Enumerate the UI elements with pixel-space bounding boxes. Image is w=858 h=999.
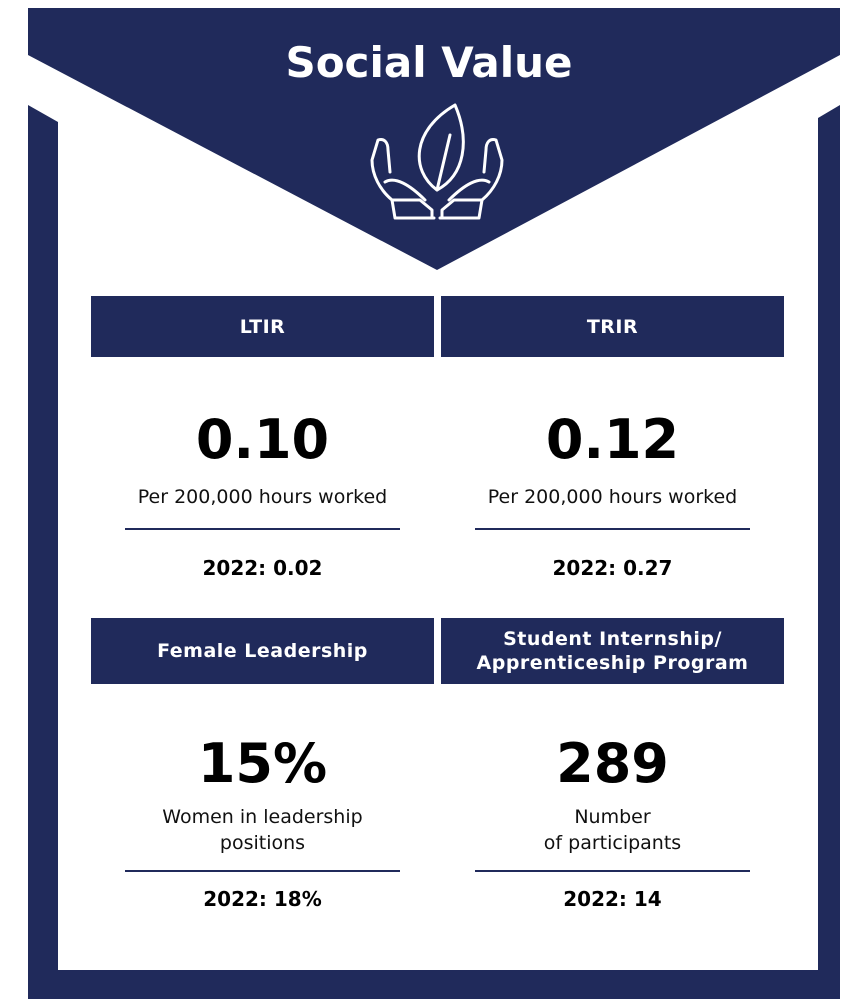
header-line: Apprenticeship Program (476, 652, 749, 674)
prior-year: 2022: 18% (203, 887, 322, 911)
prior-year: 2022: 0.27 (552, 556, 673, 580)
metric-description: Per 200,000 hours worked (91, 484, 434, 510)
metric-value: 0.10 (195, 408, 330, 471)
title: Social Value (285, 38, 573, 87)
prior-year: 2022: 14 (563, 887, 662, 911)
header-line: Student Internship/ (503, 628, 722, 650)
description-line: Per 200,000 hours worked (487, 486, 738, 508)
metric-description: Per 200,000 hours worked (441, 484, 784, 510)
header-line: LTIR (239, 315, 286, 338)
divider (475, 870, 750, 872)
header-line: TRIR (586, 315, 639, 338)
description-line: Number (574, 806, 651, 828)
description-line: positions (219, 832, 306, 854)
description-line: of participants (543, 832, 682, 854)
metric-description: Women in leadership positions (91, 804, 434, 856)
panel-header: LTIR (91, 296, 434, 357)
hands-leaf-icon (370, 103, 504, 220)
description-line: Per 200,000 hours worked (137, 486, 388, 508)
divider (475, 528, 750, 530)
divider (125, 528, 400, 530)
metric-value: 289 (556, 732, 669, 795)
prior-year: 2022: 0.02 (202, 556, 323, 580)
description-line: Women in leadership (162, 806, 363, 828)
panel-header: TRIR (441, 296, 784, 357)
header-line: Female Leadership (157, 640, 368, 662)
divider (125, 870, 400, 872)
panel-header: Female Leadership (91, 618, 434, 684)
metric-value: 0.12 (545, 408, 680, 471)
panel (28, 55, 840, 970)
metric-description: Number of participants (441, 804, 784, 856)
metric-value: 15% (197, 732, 328, 795)
panel-header: Student Internship/Apprenticeship Progra… (441, 618, 784, 684)
